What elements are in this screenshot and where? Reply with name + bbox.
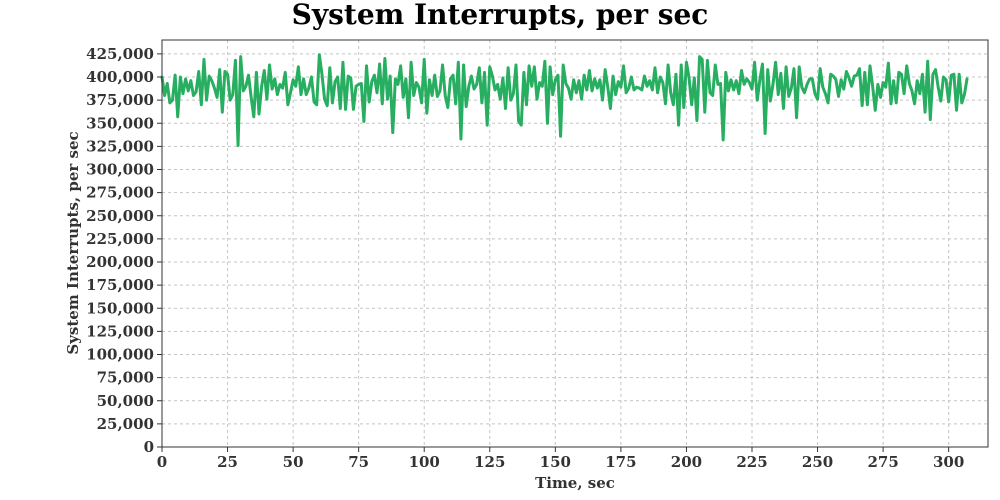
y-tick-label: 25,000 <box>97 415 154 433</box>
y-tick-label: 175,000 <box>86 276 154 294</box>
x-tick-label: 225 <box>736 453 767 471</box>
y-tick-label: 225,000 <box>86 230 154 248</box>
x-tick-label: 50 <box>283 453 304 471</box>
x-tick-label: 275 <box>867 453 898 471</box>
y-tick-label: 350,000 <box>86 114 154 132</box>
x-tick-label: 0 <box>157 453 167 471</box>
plot-border <box>161 39 989 448</box>
x-axis: 0 25 50 75 100 125 150 175 200 225 250 275 300 <box>157 447 964 471</box>
x-tick-label: 300 <box>933 453 964 471</box>
x-tick-label: 150 <box>540 453 571 471</box>
x-tick-label: 175 <box>605 453 636 471</box>
y-tick-label: 0 <box>144 438 154 456</box>
y-tick-label: 325,000 <box>86 137 154 155</box>
y-tick-label: 50,000 <box>97 392 154 410</box>
plot-area <box>161 39 989 448</box>
x-tick-label: 200 <box>671 453 702 471</box>
grid-lines <box>161 40 988 448</box>
y-axis: 0 25,000 50,000 75,000 100,000 125,000 150,000… <box>86 45 162 456</box>
y-tick-label: 400,000 <box>86 68 154 86</box>
y-tick-label: 100,000 <box>86 346 154 364</box>
y-tick-label: 275,000 <box>86 184 154 202</box>
series-line <box>160 53 969 147</box>
series-layer <box>160 53 969 147</box>
x-axis-label: Time, sec <box>535 474 615 492</box>
y-axis-label: System Interrupts, per sec <box>64 131 82 354</box>
y-tick-label: 200,000 <box>86 253 154 271</box>
y-tick-label: 300,000 <box>86 161 154 179</box>
x-tick-label: 75 <box>348 453 369 471</box>
x-tick-label: 125 <box>474 453 505 471</box>
y-tick-label: 125,000 <box>86 322 154 340</box>
y-tick-label: 375,000 <box>86 91 154 109</box>
chart-title: System Interrupts, per sec <box>292 0 709 31</box>
y-tick-label: 425,000 <box>86 45 154 63</box>
y-tick-label: 150,000 <box>86 299 154 317</box>
y-tick-label: 75,000 <box>97 369 154 387</box>
x-tick-label: 100 <box>409 453 440 471</box>
x-tick-label: 25 <box>217 453 238 471</box>
y-tick-label: 250,000 <box>86 207 154 225</box>
x-tick-label: 250 <box>802 453 833 471</box>
